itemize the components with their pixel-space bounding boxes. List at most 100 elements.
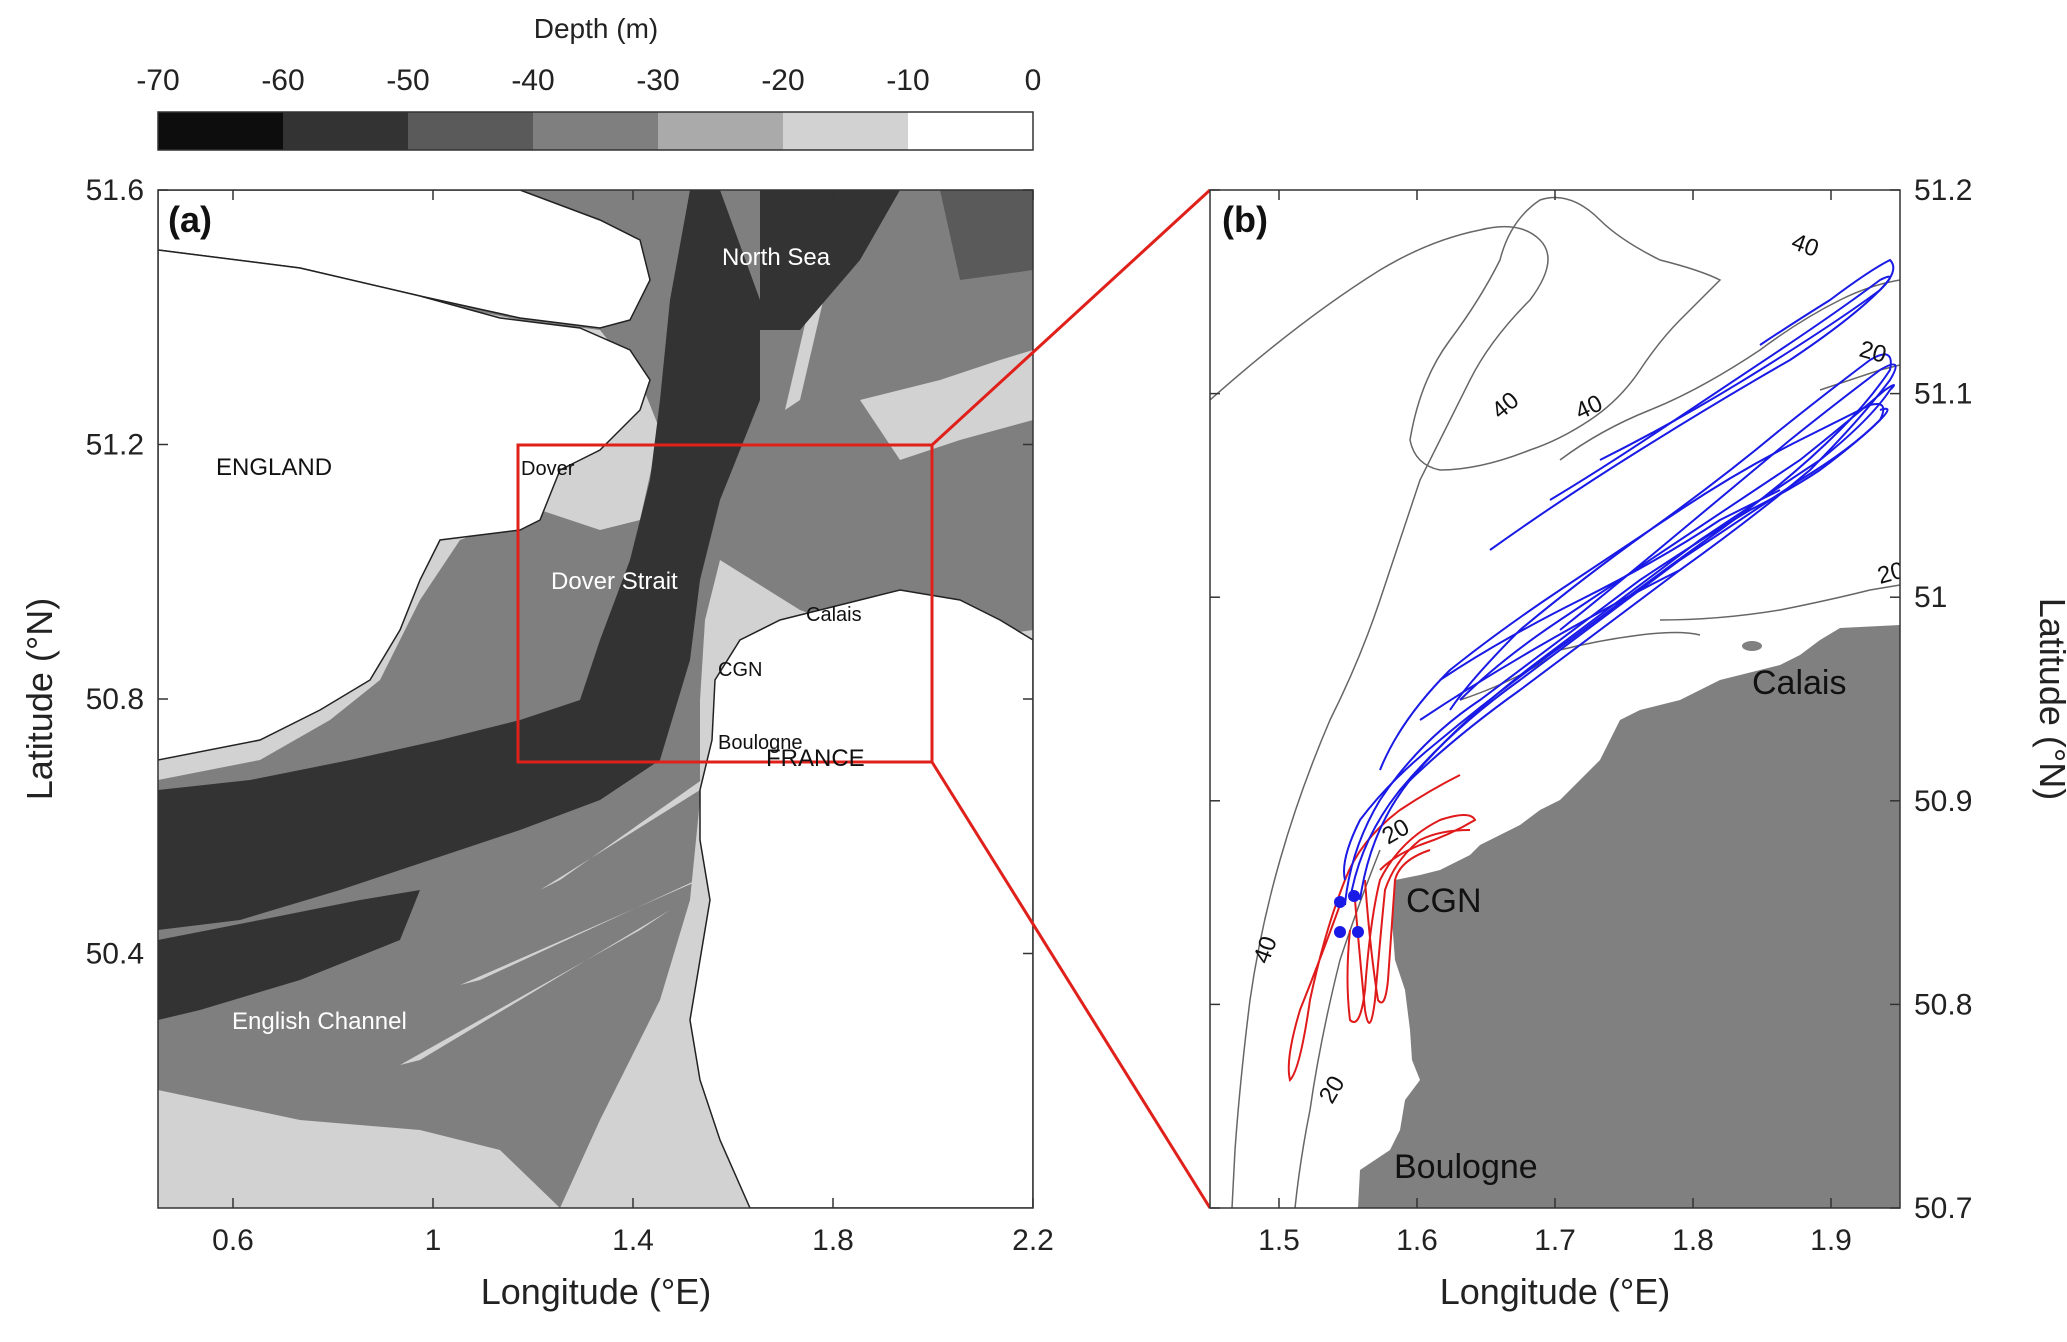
contour-40-north <box>1559 279 1900 461</box>
colorbar-swatch-0 <box>158 112 284 150</box>
y-tick-label: 50.8 <box>1914 988 1972 1021</box>
x-tick-label: 1.9 <box>1810 1224 1852 1257</box>
colorbar-title: Depth (m) <box>534 13 658 44</box>
colorbar-tick-label: 0 <box>1025 64 1042 97</box>
panel-a-xlabel: Longitude (°E) <box>481 1271 712 1312</box>
label-cgn: CGN <box>718 659 762 681</box>
panel-a-y-ticks: 51.6 51.2 50.8 50.4 <box>86 174 1033 971</box>
panel-a-x-ticks: 0.6 1 1.4 1.8 2.2 <box>212 190 1054 1257</box>
label-b-calais: Calais <box>1752 664 1846 702</box>
x-tick-label: 0.6 <box>212 1224 254 1257</box>
label-english-channel: English Channel <box>232 1008 407 1035</box>
panel-a-ylabel: Latitude (°N) <box>19 598 60 800</box>
release-points <box>1334 890 1364 938</box>
colorbar-tick-label: -70 <box>136 64 179 97</box>
release-point-4 <box>1352 926 1364 938</box>
x-tick-label: 1.4 <box>612 1224 654 1257</box>
y-tick-label: 50.4 <box>86 938 144 971</box>
panel-b-label: (b) <box>1222 199 1268 240</box>
red-trajectory-1 <box>1287 774 1461 1082</box>
colorbar-swatch-6 <box>908 112 1034 150</box>
panel-b-x-ticks: 1.5 1.6 1.7 1.8 1.9 <box>1258 190 1852 1257</box>
land-england <box>158 249 651 761</box>
inset-box <box>516 443 934 764</box>
colorbar-tick-label: -60 <box>261 64 304 97</box>
colorbar-tick-label: -50 <box>386 64 429 97</box>
colorbar-tick-label: -30 <box>636 64 679 97</box>
red-trajectories <box>1287 774 1477 1082</box>
deep-channel-central <box>158 190 760 930</box>
x-tick-label: 1.5 <box>1258 1224 1300 1257</box>
release-point-2 <box>1348 890 1360 902</box>
blue-trajectory-7 <box>1599 258 1895 461</box>
colorbar-swatches <box>158 112 1034 150</box>
colorbar-swatch-3 <box>533 112 659 150</box>
x-tick-label: 1.6 <box>1396 1224 1438 1257</box>
label-england: ENGLAND <box>216 454 332 481</box>
blue-trajectory-8 <box>1439 489 1781 681</box>
x-tick-label: 1.8 <box>1672 1224 1714 1257</box>
x-tick-label: 1.8 <box>812 1224 854 1257</box>
shallow-zone-southwest <box>158 1090 560 1208</box>
panel-a-map: (a) ENGLAND FRANCE North Sea Dover Dover… <box>19 174 1054 1312</box>
contour-20-cgn <box>1459 631 1701 701</box>
label-dover: Dover <box>521 458 575 480</box>
colorbar-tick-label: -40 <box>511 64 554 97</box>
colorbar-tick-label: -10 <box>886 64 929 97</box>
panel-b-map: 40 40 40 20 20 20 40 20 Calais CGN Boulo… <box>1209 174 2067 1312</box>
contour-label-5: 20 <box>1875 557 1908 590</box>
panel-a-bathymetry <box>158 190 1033 1208</box>
colorbar-swatch-1 <box>283 112 409 150</box>
contour-20-east <box>1659 584 1900 621</box>
land-france-coast <box>1358 625 1900 1208</box>
red-trajectory-4 <box>1364 849 1431 1004</box>
label-calais: Calais <box>806 604 862 626</box>
label-france: FRANCE <box>766 745 865 772</box>
release-point-3 <box>1334 926 1346 938</box>
zoom-connector-bottom <box>930 761 1212 1209</box>
blue-trajectory-5 <box>1399 363 1897 791</box>
panel-b-ylabel: Latitude (°N) <box>2032 598 2067 800</box>
depth-colorbar: Depth (m) -70 -60 -50 -40 -30 -20 -10 0 <box>136 13 1041 151</box>
colorbar-swatch-2 <box>408 112 534 150</box>
colorbar-swatch-5 <box>783 112 909 150</box>
deep-patch-southwest <box>158 890 420 1020</box>
y-tick-label: 50.9 <box>1914 785 1972 818</box>
contour-40-shoal <box>1409 196 1722 471</box>
red-trajectory-3 <box>1354 829 1471 1024</box>
panel-b-content: 40 40 40 20 20 20 40 20 Calais CGN Boulo… <box>1210 190 1908 1208</box>
panel-b-xlabel: Longitude (°E) <box>1440 1271 1671 1312</box>
contour-40-west <box>1210 225 1549 1208</box>
label-b-cgn: CGN <box>1406 882 1482 920</box>
panel-b-y-ticks: 51.2 51.1 51 50.9 50.8 50.7 <box>1210 174 1972 1225</box>
land-france <box>689 589 1033 1208</box>
label-dover-strait: Dover Strait <box>551 568 678 595</box>
label-b-boulogne: Boulogne <box>1394 1148 1538 1186</box>
red-trajectory-2 <box>1346 814 1477 1023</box>
colorbar-tick-label: -20 <box>761 64 804 97</box>
x-tick-label: 1.7 <box>1534 1224 1576 1257</box>
y-tick-label: 50.7 <box>1914 1192 1972 1225</box>
deep-channel-north <box>760 190 900 330</box>
shallow-bank-northeast <box>860 350 1033 460</box>
zoom-connector-top <box>930 188 1212 447</box>
blue-trajectory-4 <box>1343 353 1892 881</box>
release-point-1 <box>1334 896 1346 908</box>
colorbar-frame <box>157 111 1034 151</box>
label-boulogne: Boulogne <box>718 732 803 754</box>
label-north-sea: North Sea <box>722 244 831 271</box>
y-tick-label: 51.1 <box>1914 378 1972 411</box>
x-tick-label: 1 <box>425 1224 442 1257</box>
y-tick-label: 51 <box>1914 581 1947 614</box>
x-tick-label: 2.2 <box>1012 1224 1054 1257</box>
y-tick-label: 50.8 <box>86 683 144 716</box>
colorbar-tick-labels: -70 -60 -50 -40 -30 -20 -10 0 <box>136 64 1041 97</box>
deep-area-northeast <box>940 190 1033 280</box>
contour-20-south <box>1294 849 1381 1208</box>
blue-trajectory-9 <box>1419 569 1681 721</box>
y-tick-label: 51.6 <box>86 174 144 207</box>
land-islet <box>1742 641 1762 651</box>
panel-a-label: (a) <box>168 199 212 240</box>
y-tick-label: 51.2 <box>86 429 144 462</box>
